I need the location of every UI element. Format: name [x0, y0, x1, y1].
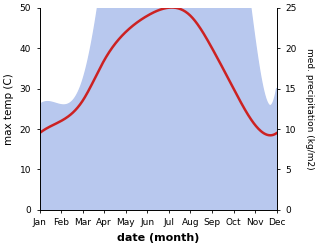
Y-axis label: med. precipitation (kg/m2): med. precipitation (kg/m2) [305, 48, 314, 170]
X-axis label: date (month): date (month) [117, 233, 199, 243]
Y-axis label: max temp (C): max temp (C) [4, 73, 14, 145]
